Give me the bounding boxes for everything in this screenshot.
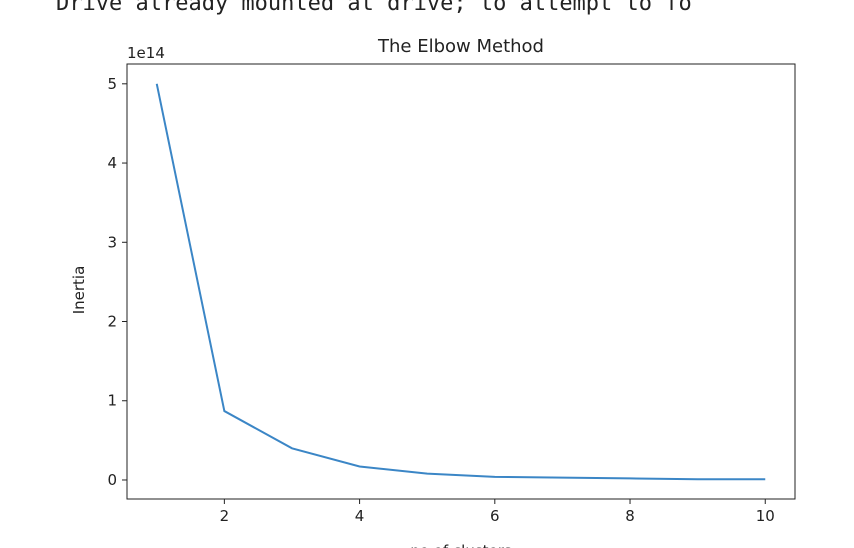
x-tick-label: 8 <box>625 507 635 525</box>
y-tick-label: 3 <box>107 233 117 251</box>
chart-title: The Elbow Method <box>377 36 544 57</box>
y-axis-label: Inertia <box>70 266 88 315</box>
y-tick-label: 2 <box>107 313 117 331</box>
plot-frame <box>126 63 796 500</box>
y-tick-label: 1 <box>107 392 117 410</box>
notebook-output: Drive already mounted at drive; to attem… <box>56 0 692 16</box>
x-tick-label: 6 <box>490 507 500 525</box>
y-tick-label: 0 <box>107 471 117 489</box>
y-tick-label: 4 <box>107 154 117 172</box>
x-tick-label: 2 <box>220 507 230 525</box>
x-tick-label: 4 <box>355 507 365 525</box>
data-line <box>155 83 766 481</box>
x-axis-label: no of clusters <box>410 542 512 548</box>
y-offset-label: 1e14 <box>127 44 165 62</box>
y-tick-label: 5 <box>107 75 117 93</box>
x-tick-label: 10 <box>756 507 775 525</box>
